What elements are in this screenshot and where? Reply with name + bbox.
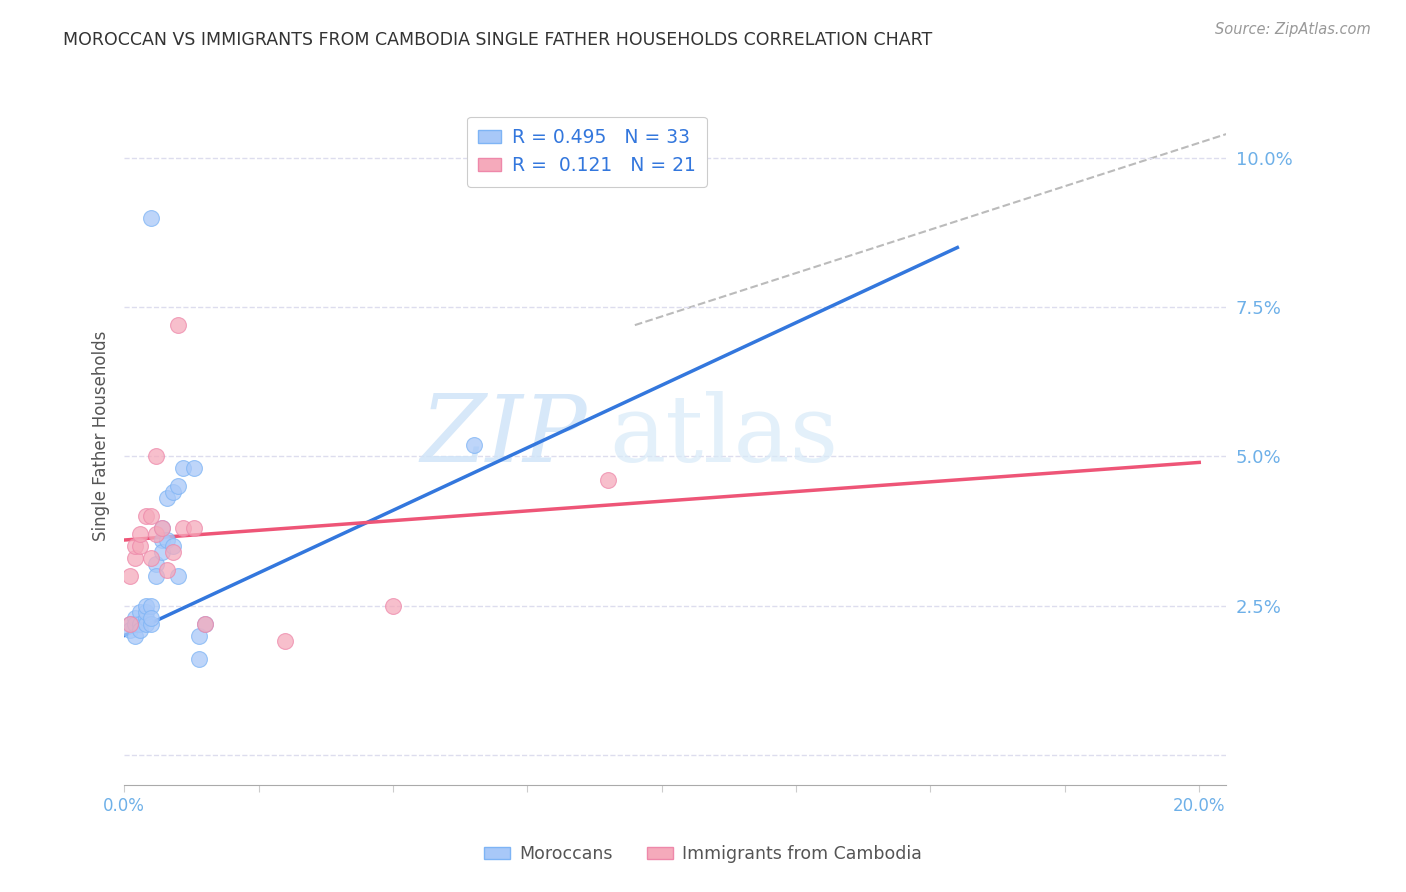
Legend: R = 0.495   N = 33, R =  0.121   N = 21: R = 0.495 N = 33, R = 0.121 N = 21 [467, 117, 707, 186]
Point [135, 509, 157, 524]
Point [162, 539, 184, 553]
Point [150, 533, 173, 547]
Point [183, 461, 205, 475]
Point [139, 211, 162, 225]
Point [183, 521, 205, 535]
Point [156, 491, 179, 506]
Point [124, 610, 146, 624]
Point [124, 539, 146, 553]
Point [172, 461, 194, 475]
Point [118, 616, 141, 631]
Point [135, 616, 157, 631]
Point [145, 557, 167, 571]
Point [150, 521, 173, 535]
Text: atlas: atlas [609, 391, 838, 481]
Point [150, 521, 173, 535]
Point [150, 545, 173, 559]
Point [118, 569, 141, 583]
Point [188, 652, 211, 666]
Point [118, 623, 141, 637]
Point [124, 628, 146, 642]
Point [145, 527, 167, 541]
Point [188, 628, 211, 642]
Text: MOROCCAN VS IMMIGRANTS FROM CAMBODIA SINGLE FATHER HOUSEHOLDS CORRELATION CHART: MOROCCAN VS IMMIGRANTS FROM CAMBODIA SIN… [63, 31, 932, 49]
Point [124, 550, 146, 565]
Point [162, 485, 184, 500]
Point [162, 545, 184, 559]
Point [135, 605, 157, 619]
Point [167, 318, 190, 332]
Point [129, 623, 152, 637]
Legend: Moroccans, Immigrants from Cambodia: Moroccans, Immigrants from Cambodia [477, 838, 929, 870]
Point [167, 569, 190, 583]
Point [156, 563, 179, 577]
Point [172, 521, 194, 535]
Point [139, 509, 162, 524]
Point [274, 634, 297, 648]
Point [381, 599, 404, 613]
Text: ZIP: ZIP [420, 391, 588, 481]
Point [139, 616, 162, 631]
Point [135, 599, 157, 613]
Point [596, 473, 619, 487]
Point [124, 616, 146, 631]
Point [129, 539, 152, 553]
Point [139, 550, 162, 565]
Point [145, 450, 167, 464]
Point [139, 610, 162, 624]
Point [129, 527, 152, 541]
Point [167, 479, 190, 493]
Point [145, 569, 167, 583]
Point [129, 605, 152, 619]
Point [156, 533, 179, 547]
Point [194, 616, 217, 631]
Y-axis label: Single Father Households: Single Father Households [93, 330, 110, 541]
Point [135, 610, 157, 624]
Point [463, 437, 485, 451]
Point [129, 616, 152, 631]
Point [194, 616, 217, 631]
Text: Source: ZipAtlas.com: Source: ZipAtlas.com [1215, 22, 1371, 37]
Point [139, 599, 162, 613]
Point [118, 616, 141, 631]
